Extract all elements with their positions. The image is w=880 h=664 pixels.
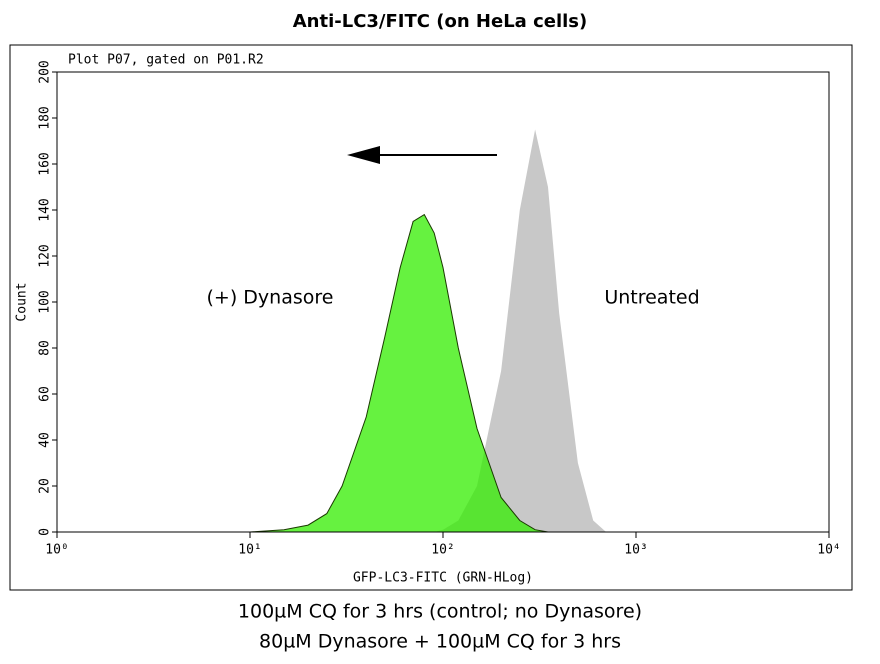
x-tick-label: 10⁰ — [45, 543, 68, 558]
y-tick-label: 200 — [38, 60, 53, 83]
histogram-area — [250, 129, 607, 532]
y-tick-label: 120 — [38, 244, 53, 267]
y-tick-label: 60 — [38, 386, 53, 402]
y-axis-label: Count — [15, 282, 30, 321]
plot-area — [249, 129, 607, 533]
y-tick-label: 0 — [38, 528, 53, 536]
y-tick-label: 180 — [38, 106, 53, 129]
series-label: Untreated — [604, 287, 699, 309]
outer-border — [9, 44, 853, 591]
y-tick-label: 140 — [38, 198, 53, 221]
y-tick-label: 100 — [38, 290, 53, 313]
y-tick-label: 160 — [38, 152, 53, 175]
chart-title: Anti-LC3/FITC (on HeLa cells) — [293, 11, 588, 32]
series-label: (+) Dynasore — [207, 287, 334, 309]
y-tick-label: 20 — [38, 478, 53, 494]
x-tick-label: 10³ — [624, 543, 647, 558]
x-axis-label: GFP-LC3-FITC (GRN-HLog) — [353, 571, 533, 586]
x-tick-label: 10¹ — [238, 543, 261, 558]
x-tick-label: 10² — [431, 543, 454, 558]
y-tick-label: 40 — [38, 432, 53, 448]
y-tick-label: 80 — [38, 340, 53, 356]
arrow-head — [347, 146, 380, 164]
x-tick-label: 10⁴ — [817, 543, 840, 558]
caption: 80µM Dynasore + 100µM CQ for 3 hrs — [259, 631, 621, 653]
plot-header: Plot P07, gated on P01.R2 — [68, 53, 264, 68]
caption: 100µM CQ for 3 hrs (control; no Dynasore… — [238, 601, 642, 623]
